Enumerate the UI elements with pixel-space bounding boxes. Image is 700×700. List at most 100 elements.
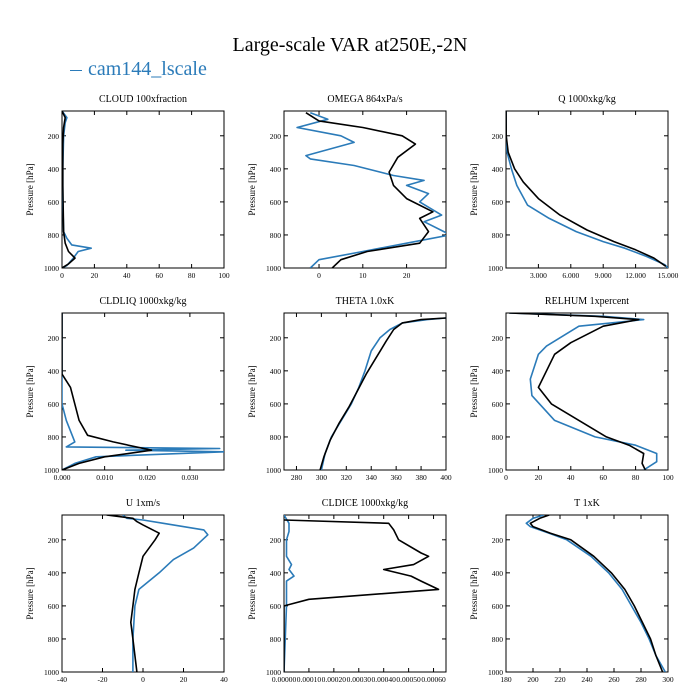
y-tick-label: 200 (492, 334, 504, 343)
x-tick-label: -40 (57, 675, 67, 684)
y-tick-label: 600 (48, 400, 60, 409)
y-tick-label: 200 (48, 132, 60, 141)
panel-frame (283, 514, 447, 673)
y-tick-label: 400 (270, 569, 282, 578)
x-tick-label: 320 (341, 473, 353, 482)
x-tick-label: 80 (188, 271, 196, 280)
x-tick-label: 20 (535, 473, 543, 482)
x-tick-label: 0.000 (54, 473, 71, 482)
y-tick-label: 800 (48, 433, 60, 442)
y-tick-label: 400 (270, 367, 282, 376)
panel-title: RELHUM 1xpercent (545, 296, 629, 307)
legend-swatch (70, 69, 82, 71)
model-series-line (284, 515, 295, 672)
y-axis-label: Pressure [hPa] (25, 567, 35, 619)
x-tick-label: 360 (391, 473, 403, 482)
panel-frame (61, 514, 225, 673)
y-tick-label: 800 (270, 231, 282, 240)
y-tick-label: 1000 (488, 466, 503, 475)
x-tick-label: 0 (60, 271, 64, 280)
x-tick-label: 15.000 (658, 271, 679, 280)
y-tick-label: 200 (270, 536, 282, 545)
x-tick-label: 0.00050 (396, 675, 421, 684)
panel-title: THETA 1.0xK (336, 296, 395, 307)
y-tick-label: 400 (492, 165, 504, 174)
panel-frame (283, 312, 447, 471)
reference-series-line (509, 313, 647, 470)
y-axis-label: Pressure [hPa] (469, 567, 479, 619)
x-tick-label: 12.000 (625, 271, 646, 280)
y-tick-label: 1000 (44, 466, 59, 475)
x-tick-label: 0.00010 (297, 675, 322, 684)
panel-title: CLDLIQ 1000xkg/kg (100, 296, 187, 307)
y-tick-label: 800 (270, 635, 282, 644)
x-tick-label: 0 (317, 271, 321, 280)
x-tick-label: 280 (635, 675, 647, 684)
y-tick-label: 1000 (266, 466, 281, 475)
x-tick-label: 300 (316, 473, 328, 482)
y-axis-label: Pressure [hPa] (25, 163, 35, 215)
y-tick-label: 1000 (44, 668, 59, 677)
panel-title: CLOUD 100xfraction (99, 94, 187, 105)
y-tick-label: 600 (492, 400, 504, 409)
x-tick-label: 0.010 (96, 473, 113, 482)
x-tick-label: 40 (567, 473, 575, 482)
y-tick-label: 200 (48, 334, 60, 343)
x-tick-label: 0.00030 (347, 675, 372, 684)
y-tick-label: 800 (270, 433, 282, 442)
y-axis-label: Pressure [hPa] (469, 365, 479, 417)
y-axis-label: Pressure [hPa] (25, 365, 35, 417)
y-tick-label: 600 (48, 602, 60, 611)
x-tick-label: 380 (415, 473, 427, 482)
reference-series-line (506, 111, 667, 267)
y-tick-label: 1000 (266, 264, 281, 273)
model-series-line (320, 317, 446, 470)
x-tick-label: 100 (218, 271, 230, 280)
y-tick-label: 400 (48, 569, 60, 578)
y-tick-label: 400 (270, 165, 282, 174)
y-tick-label: 600 (270, 400, 282, 409)
y-axis-label: Pressure [hPa] (247, 163, 257, 215)
y-tick-label: 600 (270, 602, 282, 611)
x-tick-label: 200 (527, 675, 539, 684)
y-tick-label: 1000 (44, 264, 59, 273)
x-tick-label: 0.00000 (272, 675, 297, 684)
y-tick-label: 800 (48, 635, 60, 644)
panel-frame (505, 312, 669, 471)
y-tick-label: 1000 (266, 668, 281, 677)
y-tick-label: 1000 (488, 668, 503, 677)
y-tick-label: 800 (48, 231, 60, 240)
x-tick-label: 0 (141, 675, 145, 684)
reference-series-line (529, 515, 664, 672)
panel-title: U 1xm/s (126, 498, 160, 509)
model-series-line (525, 515, 666, 672)
page-title: Large-scale VAR at250E,-2N (232, 34, 468, 56)
panel-frame (505, 110, 669, 269)
reference-series-line (106, 515, 160, 672)
x-tick-label: 0.00060 (421, 675, 446, 684)
y-tick-label: 200 (492, 132, 504, 141)
y-axis-label: Pressure [hPa] (247, 567, 257, 619)
y-tick-label: 800 (492, 433, 504, 442)
y-tick-label: 600 (492, 602, 504, 611)
reference-series-line (305, 112, 434, 268)
x-tick-label: 0 (504, 473, 508, 482)
x-tick-label: 3.000 (530, 271, 547, 280)
panel-frame (283, 110, 447, 269)
x-tick-label: 80 (632, 473, 640, 482)
model-series-line (62, 313, 224, 470)
x-tick-label: 60 (155, 271, 163, 280)
x-tick-label: 220 (554, 675, 566, 684)
reference-series-line (62, 313, 153, 470)
y-axis-label: Pressure [hPa] (247, 365, 257, 417)
y-tick-label: 400 (492, 367, 504, 376)
model-series-line (296, 111, 446, 268)
y-tick-label: 400 (48, 165, 60, 174)
x-tick-label: 40 (220, 675, 228, 684)
x-tick-label: 180 (500, 675, 512, 684)
model-series-line (506, 111, 668, 268)
legend: cam144_lscale (70, 58, 207, 81)
y-tick-label: 600 (492, 198, 504, 207)
x-tick-label: 20 (403, 271, 411, 280)
